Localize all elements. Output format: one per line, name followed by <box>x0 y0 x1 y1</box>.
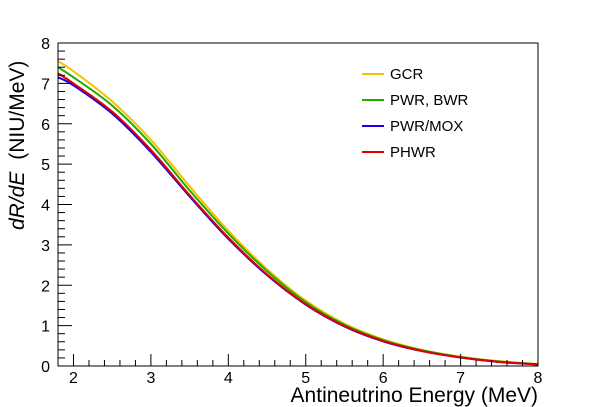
y-tick-label-3: 3 <box>41 238 50 255</box>
x-tick-label-3: 5 <box>301 370 310 387</box>
legend: GCR PWR, BWR PWR/MOX PHWR <box>362 66 468 161</box>
y-tick-label-0: 0 <box>41 359 50 376</box>
x-tick-label-1: 3 <box>146 370 155 387</box>
x-tick-label-4: 6 <box>379 370 388 387</box>
y-tick-label-7: 7 <box>41 76 50 93</box>
legend-label-0: GCR <box>390 66 424 83</box>
legend-label-3: PHWR <box>390 144 436 161</box>
y-tick-label-4: 4 <box>41 198 50 215</box>
y-axis-label: dR/dE (NIU/MeV) <box>6 61 29 230</box>
x-tick-label-5: 7 <box>456 370 465 387</box>
x-tick-label-0: 2 <box>69 370 78 387</box>
x-tick-label-6: 8 <box>534 370 543 387</box>
y-tick-label-2: 2 <box>41 278 50 295</box>
y-tick-label-5: 5 <box>41 157 50 174</box>
y-axis-label-symbol: dR/dE <box>6 171 29 230</box>
series-line-1 <box>57 66 539 366</box>
y-tick-label-8: 8 <box>41 36 50 53</box>
y-tick-label-1: 1 <box>41 319 50 336</box>
series-line-2 <box>57 76 539 366</box>
y-tick-label-6: 6 <box>41 117 50 134</box>
series-line-3 <box>57 72 539 366</box>
x-tick-label-2: 4 <box>224 370 233 387</box>
y-axis-label-unit: (NIU/MeV) <box>6 61 29 160</box>
legend-label-1: PWR, BWR <box>390 92 468 109</box>
ticks-layer: 2 3 4 5 6 7 8 0 1 2 3 4 5 6 7 8 <box>41 36 542 387</box>
legend-label-2: PWR/MOX <box>390 118 463 135</box>
x-axis-label: Antineutrino Energy (MeV) <box>291 384 538 407</box>
series-layer <box>57 60 539 366</box>
